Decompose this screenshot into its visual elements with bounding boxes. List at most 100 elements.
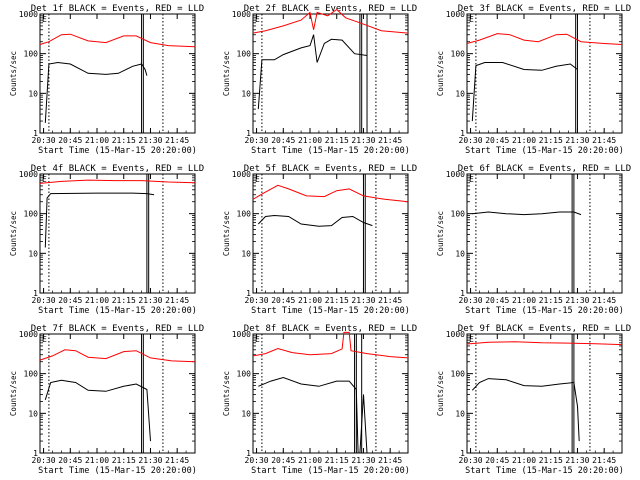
plot-frame: [252, 333, 409, 454]
x-tick-label: 20:45: [58, 136, 82, 145]
x-tick-label: 20:30: [32, 456, 56, 465]
y-tick-label: 100: [237, 50, 252, 59]
y-tick-label: 10: [455, 409, 465, 418]
plot-frame: [252, 13, 409, 134]
x-tick-label: 21:45: [165, 136, 189, 145]
lld-series-line: [252, 8, 409, 34]
panel-title: Det 8f BLACK = Events, RED = LLD: [244, 324, 417, 334]
x-tick-label: 21:15: [539, 296, 563, 305]
y-tick-label: 1: [460, 129, 465, 138]
x-tick-label: 20:30: [32, 136, 56, 145]
y-tick-label: 100: [24, 370, 39, 379]
x-tick-label: 21:15: [112, 296, 136, 305]
corner-marker: E: [255, 175, 260, 184]
y-tick-label: 1000: [446, 330, 465, 339]
corner-marker: E: [42, 335, 47, 344]
x-tick-label: 21:30: [138, 136, 162, 145]
events-series-line: [44, 192, 155, 248]
lld-series-line: [39, 33, 196, 48]
y-axis-label: Counts/sec: [9, 371, 18, 416]
x-tick-label: 21:15: [112, 456, 136, 465]
corner-marker: E: [469, 15, 474, 24]
y-tick-label: 100: [24, 50, 39, 59]
x-tick-label: 21:45: [378, 296, 402, 305]
events-series-line: [471, 62, 578, 122]
x-axis-label: Start Time (15-Mar-15 20:20:00): [38, 306, 197, 316]
x-tick-label: 20:45: [58, 296, 82, 305]
events-series-line: [44, 379, 151, 442]
y-axis-label: Counts/sec: [222, 51, 231, 96]
x-tick-label: 20:30: [245, 296, 269, 305]
y-axis-label: Counts/sec: [9, 51, 18, 96]
lld-series-line: [39, 179, 196, 184]
lld-series-line: [39, 349, 196, 363]
y-axis-label: Counts/sec: [436, 371, 445, 416]
x-tick-label: 21:45: [165, 296, 189, 305]
x-tick-label: 20:45: [271, 456, 295, 465]
x-tick-label: 21:00: [512, 136, 536, 145]
panel-title: Det 4f BLACK = Events, RED = LLD: [31, 164, 204, 174]
x-tick-label: 21:00: [298, 296, 322, 305]
x-tick-label: 21:30: [138, 296, 162, 305]
y-tick-label: 10: [28, 409, 38, 418]
y-tick-label: 1000: [232, 10, 251, 19]
events-series-line: [44, 61, 148, 123]
panel-title: Det 2f BLACK = Events, RED = LLD: [244, 4, 417, 14]
x-tick-label: 21:15: [539, 456, 563, 465]
events-series-line: [258, 376, 368, 454]
events-series-line: [471, 378, 580, 442]
x-axis-label: Start Time (15-Mar-15 20:20:00): [251, 306, 410, 316]
x-tick-label: 21:00: [298, 456, 322, 465]
x-tick-label: 21:15: [539, 136, 563, 145]
x-tick-label: 21:00: [85, 136, 109, 145]
x-tick-label: 21:30: [565, 296, 589, 305]
y-tick-label: 1000: [19, 10, 38, 19]
corner-marker: E: [255, 335, 260, 344]
y-tick-label: 100: [237, 370, 252, 379]
y-tick-label: 1: [246, 449, 251, 458]
events-series-line: [257, 34, 368, 110]
y-axis-label: Counts/sec: [222, 211, 231, 256]
x-axis-label: Start Time (15-Mar-15 20:20:00): [465, 306, 624, 316]
events-series-line: [257, 214, 373, 227]
x-tick-label: 21:00: [298, 136, 322, 145]
x-tick-label: 21:15: [325, 136, 349, 145]
x-tick-label: 20:30: [245, 456, 269, 465]
x-tick-label: 20:30: [459, 136, 483, 145]
x-tick-label: 21:15: [325, 456, 349, 465]
y-tick-label: 1000: [232, 170, 251, 179]
y-tick-label: 10: [455, 89, 465, 98]
detector-panel: Det 4f BLACK = Events, RED = LLD 1 10 100 10…: [9, 164, 204, 316]
y-tick-label: 1: [246, 289, 251, 298]
y-tick-label: 10: [455, 249, 465, 258]
lld-series-line: [252, 331, 409, 359]
lld-series-line: [252, 184, 409, 203]
x-tick-label: 21:00: [85, 296, 109, 305]
y-axis-label: Counts/sec: [222, 371, 231, 416]
x-tick-label: 20:30: [459, 296, 483, 305]
y-tick-label: 10: [28, 249, 38, 258]
x-tick-label: 21:00: [512, 456, 536, 465]
y-tick-label: 100: [237, 210, 252, 219]
lld-series-line: [466, 33, 623, 45]
x-tick-label: 21:45: [592, 136, 616, 145]
y-tick-label: 10: [28, 89, 38, 98]
lld-series-line: [466, 341, 623, 346]
x-tick-label: 20:30: [245, 136, 269, 145]
corner-marker: E: [469, 335, 474, 344]
x-tick-label: 21:30: [351, 296, 375, 305]
corner-marker: E: [469, 175, 474, 184]
plot-frame: [466, 173, 623, 294]
x-tick-label: 21:00: [85, 456, 109, 465]
y-axis-label: Counts/sec: [436, 211, 445, 256]
panel-title: Det 7f BLACK = Events, RED = LLD: [31, 324, 204, 334]
panel-title: Det 9f BLACK = Events, RED = LLD: [458, 324, 631, 334]
x-tick-label: 21:15: [112, 136, 136, 145]
x-tick-label: 20:45: [485, 136, 509, 145]
x-tick-label: 21:30: [565, 136, 589, 145]
x-axis-label: Start Time (15-Mar-15 20:20:00): [465, 466, 624, 476]
y-tick-label: 1000: [446, 170, 465, 179]
panel-title: Det 3f BLACK = Events, RED = LLD: [458, 4, 631, 14]
detector-panel: Det 1f BLACK = Events, RED = LLD 1 10 100 10…: [9, 4, 204, 156]
